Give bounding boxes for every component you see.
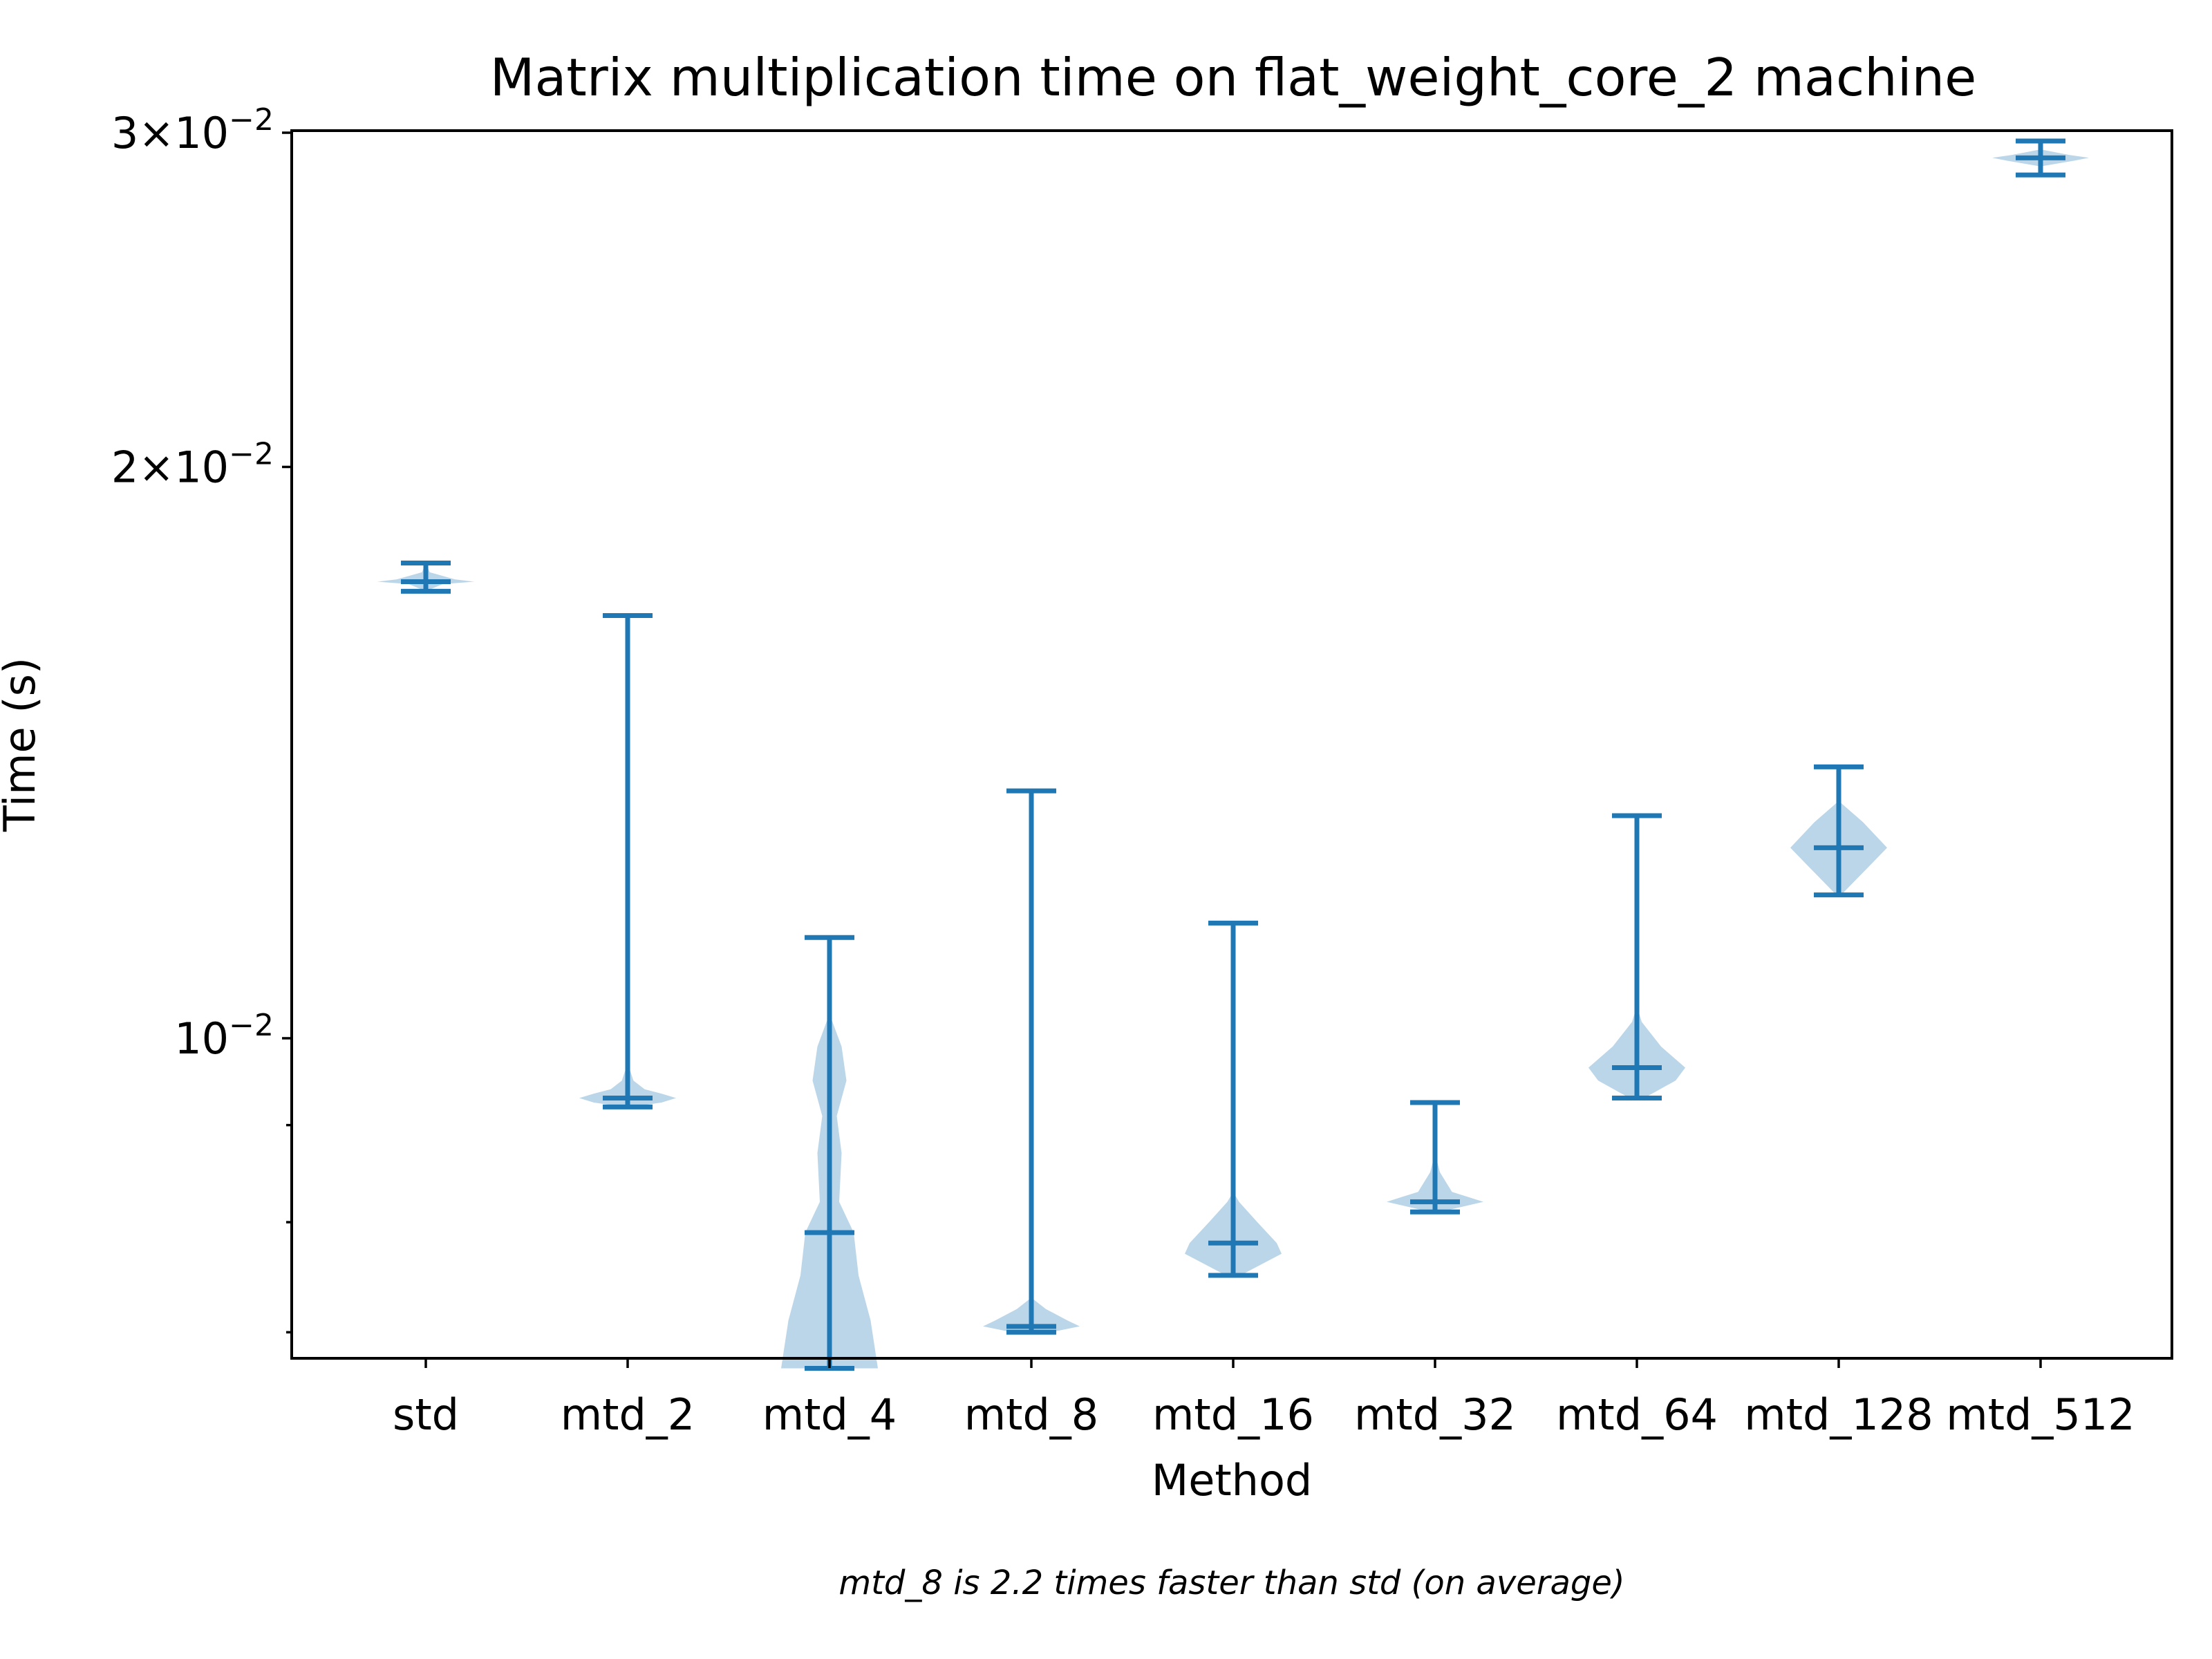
y-axis-label: Time (s)	[0, 657, 45, 832]
x-tick-label-mtd_2: mtd_2	[561, 1389, 695, 1440]
axes-frame	[290, 129, 2173, 1360]
y-tick-label: 10−2	[174, 1008, 274, 1064]
violin-mtd_2	[579, 613, 676, 1109]
chart-title: Matrix multiplication time on flat_weigh…	[490, 47, 1976, 108]
x-tick-label-mtd_128: mtd_128	[1744, 1389, 1933, 1440]
y-tick-label: 2×10−2	[111, 436, 274, 492]
violin-mtd_4	[781, 935, 878, 1371]
y-tick-exponent: −2	[229, 436, 274, 471]
y-tick-exponent: −2	[229, 1008, 274, 1043]
violin-mtd_64	[1588, 813, 1685, 1101]
y-tick-label: 3×10−2	[111, 102, 274, 158]
x-tick-label-mtd_32: mtd_32	[1354, 1389, 1516, 1440]
y-tick-base: 3×10	[111, 108, 229, 158]
violin-mtd_8	[983, 788, 1080, 1335]
chart-caption: mtd_8 is 2.2 times faster than std (on a…	[838, 1564, 1624, 1602]
violin-std	[377, 560, 474, 594]
violin-mtd_16	[1185, 920, 1282, 1278]
x-tick-label-mtd_4: mtd_4	[762, 1389, 897, 1440]
x-tick-label-mtd_64: mtd_64	[1556, 1389, 1718, 1440]
x-axis-label: Method	[1152, 1455, 1313, 1506]
y-tick-base: 10	[174, 1013, 229, 1064]
violin-mtd_32	[1387, 1100, 1483, 1215]
x-tick-label-mtd_8: mtd_8	[964, 1389, 1099, 1440]
x-tick-label-std: std	[393, 1389, 459, 1440]
plot-area	[377, 138, 2089, 1371]
y-axis: 3×10−22×10−210−2	[111, 102, 292, 1334]
x-tick-label-mtd_16: mtd_16	[1152, 1389, 1314, 1440]
violin-mtd_128	[1790, 764, 1887, 898]
y-tick-base: 2×10	[111, 442, 229, 492]
y-tick-exponent: −2	[229, 102, 274, 138]
x-axis: std mtd_2 mtd_4 mtd_8 mtd_16 mtd_32 mtd_64 mtd_…	[393, 1358, 2135, 1440]
violin-mtd_512	[1992, 138, 2089, 178]
x-tick-label-mtd_512: mtd_512	[1946, 1389, 2135, 1440]
